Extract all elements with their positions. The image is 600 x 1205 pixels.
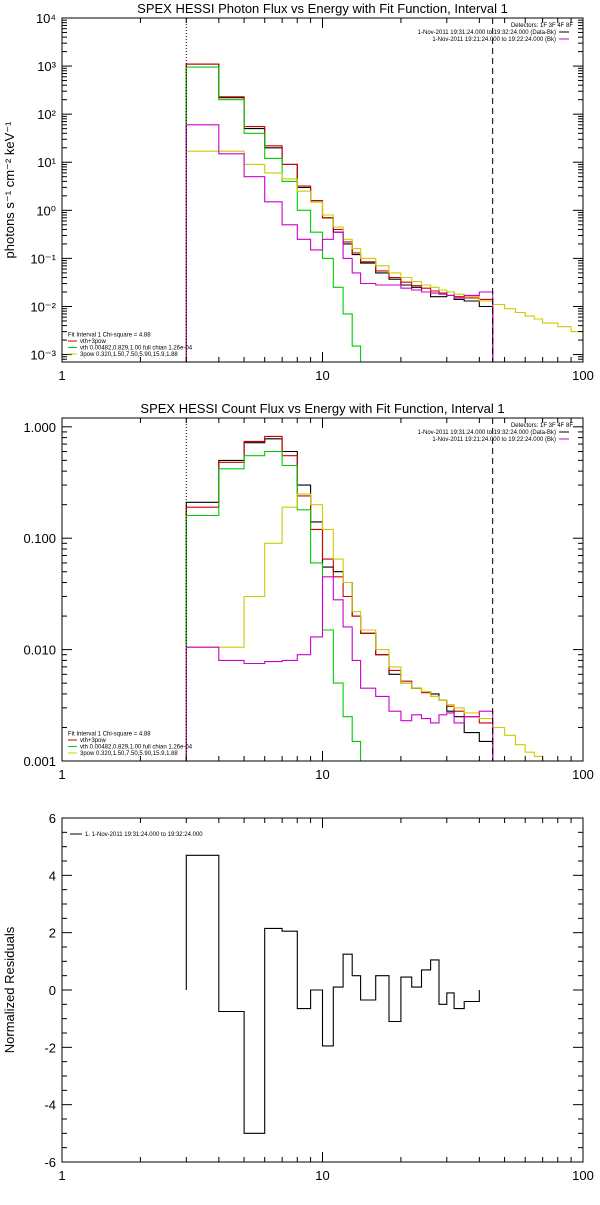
- y-tick-label: 0.001: [23, 754, 56, 769]
- legend-entry: vth 0.00482,0.829,1.00 full chian 1.26e-…: [80, 745, 193, 751]
- count-flux-plot: SPEX HESSI Count Flux vs Energy with Fit…: [23, 401, 594, 782]
- x-tick-label: 100: [572, 368, 594, 383]
- chart-title: SPEX HESSI Count Flux vs Energy with Fit…: [140, 401, 504, 416]
- legend-entry: 1-Nov-2011 19:31:24.000 to 19:32:24.000 …: [418, 430, 556, 436]
- legend-entry: 1-Nov-2011 19:21:24.000 to 19:22:24.000 …: [432, 437, 556, 443]
- x-tick-label: 10: [315, 1168, 329, 1183]
- legend-entry: vth+3pow: [80, 339, 107, 345]
- legend-entry: 3pow 0.320,1.50,7.50,5.90,15.9,1.88: [80, 751, 178, 757]
- residuals-plot: 1 10 100 -6 -4 -2 0 2 4 6 Normalized Residuals 1. 1…: [2, 811, 594, 1183]
- legend-entry: vth 0.00482,0.829,1.00 full chian 1.26e-…: [80, 346, 193, 352]
- series-line-0: [185, 854, 480, 1134]
- y-tick-label: 10¹: [37, 155, 56, 170]
- series-line-2: [185, 450, 362, 761]
- series-line-3: [185, 493, 559, 761]
- x-tick-label: 10: [315, 368, 329, 383]
- series-group: [185, 435, 559, 761]
- series-line-4: [185, 576, 494, 761]
- legend-entry: Detectors: 1F 3F 4F 8F: [511, 23, 573, 29]
- series-line-0: [185, 438, 494, 761]
- y-tick-label: 10³: [37, 59, 56, 74]
- series-line-2: [185, 66, 362, 362]
- legend-entry: 1-Nov-2011 19:21:24.000 to 19:22:24.000 …: [432, 37, 556, 43]
- plot-frame: [61, 17, 584, 363]
- x-tick-label: 10: [315, 767, 329, 782]
- legend-entry: Fit Interval 1 Chi-square = 4.88: [68, 732, 151, 738]
- y-tick-label: 4: [49, 868, 56, 883]
- y-axis-label: photons s⁻¹ cm⁻² keV⁻¹: [2, 121, 17, 259]
- y-tick-label: 10²: [37, 107, 56, 122]
- series-group: [185, 854, 480, 1134]
- chart-title: SPEX HESSI Photon Flux vs Energy with Fi…: [137, 1, 508, 16]
- y-tick-label: 10⁻³: [30, 348, 56, 363]
- y-tick-label: 10⁰: [36, 203, 56, 218]
- series-line-4: [185, 124, 494, 362]
- legend-entry: Fit Interval 1 Chi-square = 4.88: [68, 333, 151, 339]
- y-tick-label: 2: [49, 926, 56, 941]
- y-tick-label: 10⁻¹: [30, 251, 56, 266]
- legend-entry: Detectors: 1F 3F 4F 8F: [511, 423, 573, 429]
- y-axis-label: Normalized Residuals: [2, 926, 17, 1053]
- y-tick-label: 10⁻²: [30, 299, 56, 314]
- x-tick-label: 1: [58, 368, 65, 383]
- legend-entry: 3pow 0.320,1.50,7.50,5.90,15.9,1.88: [80, 352, 178, 358]
- y-tick-label: -2: [44, 1040, 56, 1055]
- series-line-3: [185, 150, 583, 362]
- legend-entry: vth+3pow: [80, 738, 107, 744]
- x-tick-label: 1: [58, 767, 65, 782]
- y-tick-label: 0.010: [23, 643, 56, 658]
- series-group: [185, 63, 583, 362]
- y-tick-label: -6: [44, 1155, 56, 1170]
- x-tick-label: 100: [572, 767, 594, 782]
- x-tick-label: 100: [572, 1168, 594, 1183]
- legend-entry: 1-Nov-2011 19:31:24.000 to 19:32:24.000 …: [418, 30, 556, 36]
- y-tick-label: 1.000: [23, 420, 56, 435]
- y-tick-label: 0.100: [23, 531, 56, 546]
- y-tick-label: 0: [49, 983, 56, 998]
- y-tick-label: 6: [49, 811, 56, 826]
- y-tick-label: -4: [44, 1098, 56, 1113]
- series-line-1: [185, 435, 494, 761]
- photon-flux-plot: SPEX HESSI Photon Flux vs Energy with Fi…: [2, 1, 594, 383]
- x-tick-label: 1: [58, 1168, 65, 1183]
- y-tick-label: 10⁴: [36, 11, 56, 26]
- legend-entry: 1. 1-Nov-2011 19:31:24.000 to 19:32:24.0…: [85, 832, 203, 838]
